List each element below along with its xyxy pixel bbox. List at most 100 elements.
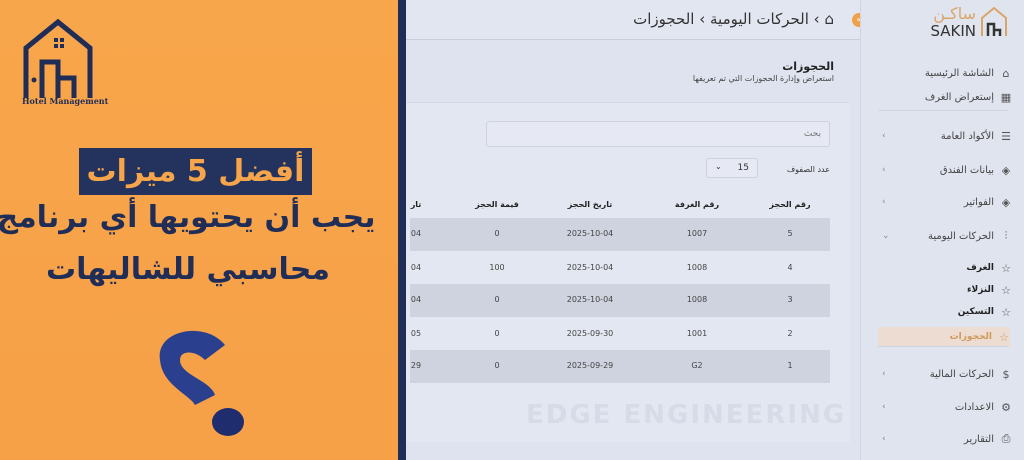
sidebar-item-label: الغرف [966,263,994,273]
table-row[interactable]: 4 1008 2025-10-04 100 04 [410,252,830,285]
sidebar-item-label: التسكين [957,307,994,317]
sidebar: ساكـن SAKIN ⌂ الشاشة الرئيسية ▦ إستعراض الغ… [860,0,1024,460]
star-icon: ☆ [999,330,1009,344]
table-cell: 1001 [686,329,708,338]
sidebar-item-label: الشاشة الرئيسية [924,67,994,79]
gear-icon: ⚙ [1001,400,1011,414]
star-icon: ☆ [1001,261,1011,275]
page-subtitle: استعراض وإدارة الحجوزات التي تم تعريفها [692,74,834,83]
star-icon: ☆ [1001,283,1011,297]
table-cell: 5 [787,229,793,238]
table-cell: 0 [494,361,500,370]
chevron-down-icon: ⌄ [715,162,722,171]
headline-highlight: أفضل 5 ميزات [79,148,312,195]
sidebar-item-label: الاعدادات [954,401,994,413]
layers-icon: ◈ [1001,195,1011,209]
table-row[interactable]: 2 1001 2025-09-30 0 05 [410,318,830,351]
sidebar-item[interactable]: ◈ الفواتير › [872,192,1012,212]
sidebar-item[interactable]: ▦ إستعراض الغرف [872,87,1012,107]
star-icon: ☆ [1001,305,1011,319]
table-cell: 100 [489,263,505,272]
column-header[interactable]: تار [410,200,422,209]
table-cell: 2 [787,329,793,338]
bookings-card [406,102,850,442]
sidebar-item-label: بيانات الفندق [939,164,994,176]
sidebar-item[interactable]: ☆ النزلاء [872,280,1012,300]
sidebar-item[interactable]: ⎙ التقارير › [872,429,1012,449]
sidebar-divider [878,110,1008,111]
table-cell: 1008 [686,295,708,304]
table-cell: 1 [787,361,793,370]
table-cell: 05 [410,329,422,338]
sidebar-item[interactable]: ⚙ الاعدادات › [872,397,1012,417]
divider-stripe [398,0,406,460]
sidebar-item-label: الحركات المالية [929,368,994,380]
grid-icon: ▦ [1000,90,1012,104]
watermark: EDGE ENGINEERING [526,400,847,430]
printer-icon: ⎙ [1001,432,1011,445]
sidebar-item-label: النزلاء [966,285,994,295]
table-cell: 2025-09-30 [566,329,614,338]
page-title: الحجوزات [782,60,834,73]
table-row[interactable]: 5 1007 2025-10-04 0 04 [410,218,830,251]
logo-caption: Hotel Management [22,96,109,106]
table-cell: 2025-10-04 [566,229,614,238]
home-icon[interactable]: ⌂ [824,10,834,28]
table-cell: 0 [494,295,500,304]
table-cell: 2025-09-29 [566,361,614,370]
breadcrumb: ⌂ › الحركات اليومية › الحجوزات [633,10,834,28]
chevron-icon: › [882,402,886,412]
column-header[interactable]: رقم الغرفة [674,200,720,209]
sidebar-item[interactable]: ⌂ الشاشة الرئيسية [872,63,1012,83]
sidebar-item[interactable]: ☆ التسكين [872,302,1012,322]
headline-line-2: يجب أن يحتويها أي برنامج [0,200,376,235]
sidebar-item[interactable]: ◈ بيانات الفندق › [872,160,1012,180]
question-mark-icon [159,330,244,436]
table-cell: 04 [410,229,422,238]
sakin-logo: ساكـن SAKIN [930,4,976,41]
home-icon: ⌂ [1002,66,1010,80]
sidebar-item-label: التقارير [963,433,994,445]
sidebar-item-label: الفواتير [963,196,994,208]
chevron-icon: ⌄ [882,231,890,241]
chevron-icon: › [882,131,886,141]
sidebar-item[interactable]: ☰ الأكواد العامة › [872,126,1012,146]
sidebar-item-label: الحركات اليومية [928,230,994,242]
chevron-icon: › [882,434,886,444]
sidebar-item[interactable]: $ الحركات المالية › [872,364,1012,384]
search-input[interactable] [486,121,830,147]
table-cell: 4 [787,263,793,272]
table-row[interactable]: 3 1008 2025-10-04 0 04 [410,284,830,317]
chevron-icon: › [882,197,886,207]
sidebar-item-label: الأكواد العامة [940,130,994,142]
column-header[interactable]: رقم الحجز [769,200,811,209]
table-cell: 04 [410,263,422,272]
sliders-icon: ⫶ [1004,229,1008,242]
app-screenshot: ⌂ › الحركات اليومية › الحجوزات « الحجوزا… [406,0,1024,460]
chevron-icon: › [882,165,886,175]
table-cell: 0 [494,229,500,238]
table-cell: 2025-10-04 [566,263,614,272]
column-header[interactable]: تاريخ الحجز [567,200,613,209]
sidebar-item[interactable]: ☆ الغرف [872,258,1012,278]
sidebar-item[interactable]: ⫶ الحركات اليومية ⌄ [872,226,1012,246]
column-header[interactable]: قيمة الحجز [475,200,519,209]
server-icon: ☰ [1001,129,1011,143]
promo-panel: Hotel Management أفضل 5 ميزات يجب أن يحت… [0,0,398,460]
rows-per-page-select[interactable]: 15 ⌄ [706,158,758,178]
sidebar-divider [878,346,1008,347]
sidebar-item-label: إستعراض الغرف [924,91,994,103]
table-cell: G2 [691,361,703,370]
table-cell: 29 [410,361,422,370]
table-cell: 1008 [686,263,708,272]
rows-per-page-label: عدد الصفوف [786,165,830,174]
sidebar-item-label: الحجوزات [949,332,992,342]
house-logo-icon [981,6,1007,36]
table-cell: 1007 [686,229,708,238]
headline-line-3: محاسبي للشاليهات [45,252,331,287]
chevron-icon: › [882,369,886,379]
table-cell: 2025-10-04 [566,295,614,304]
table-cell: 3 [787,295,793,304]
sidebar-item[interactable]: ☆ الحجوزات [878,327,1010,347]
table-row[interactable]: 1 G2 2025-09-29 0 29 [410,350,830,383]
